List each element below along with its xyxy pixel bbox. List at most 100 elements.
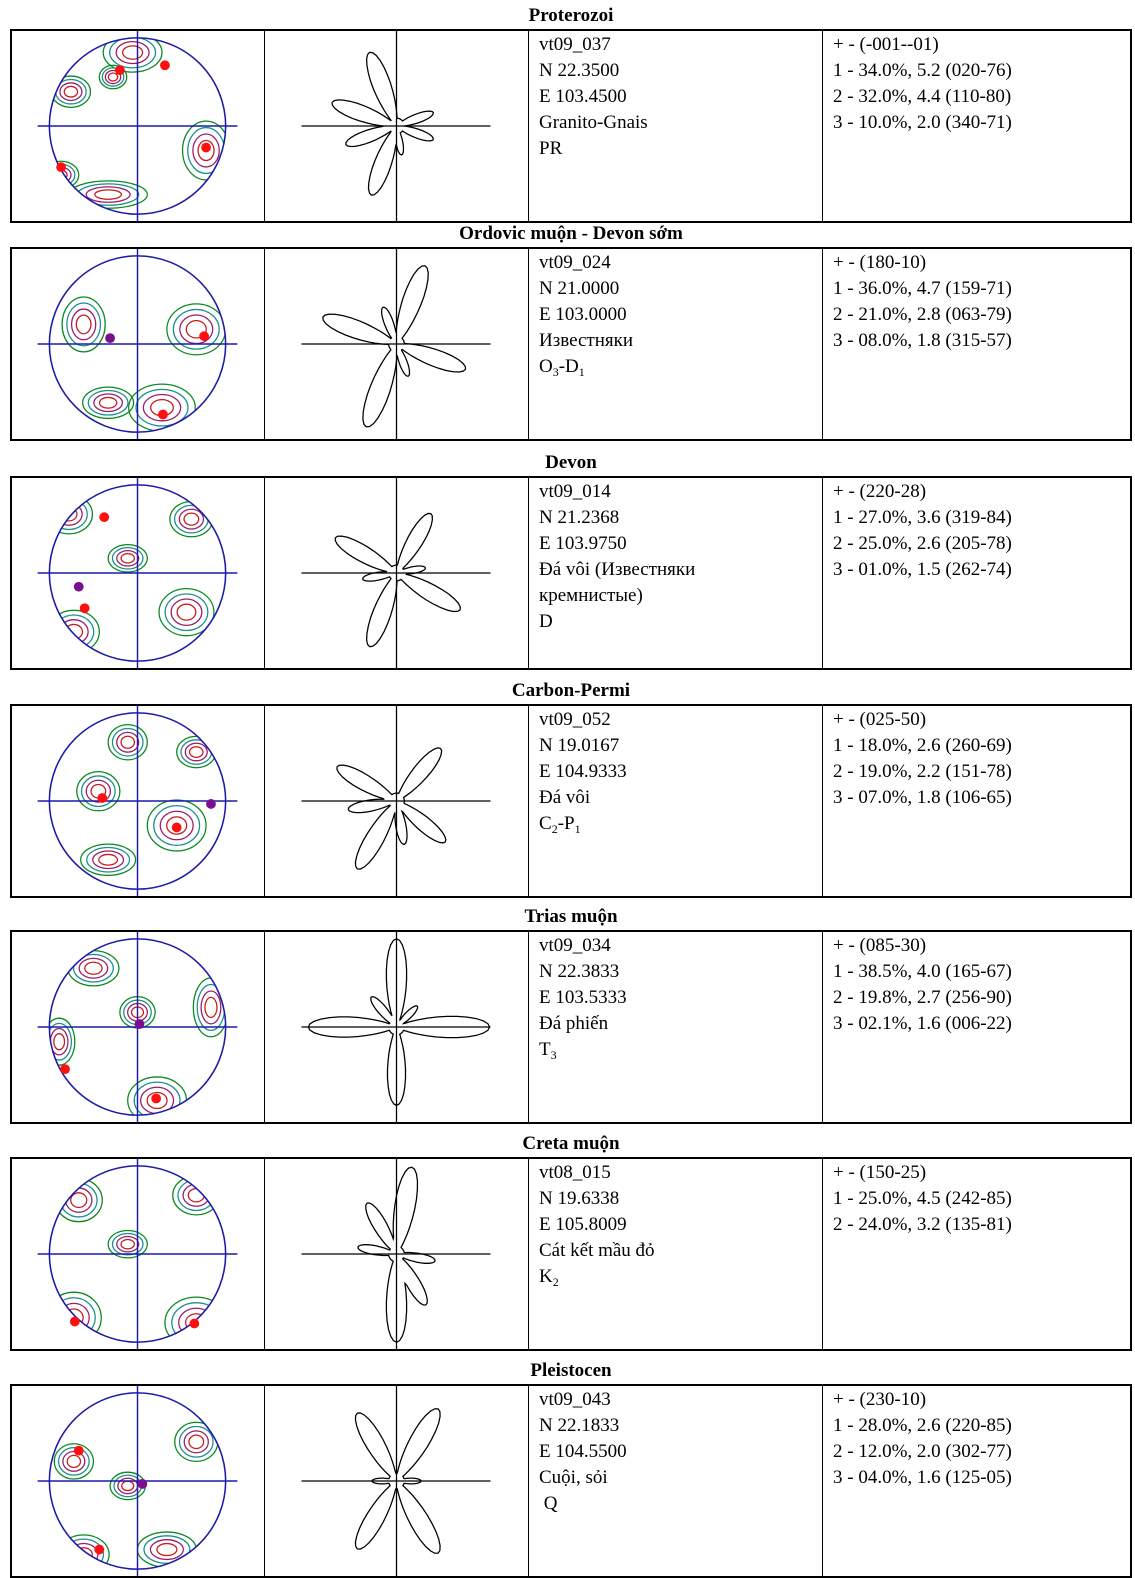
contour-line bbox=[146, 799, 207, 852]
rose-outline bbox=[331, 51, 434, 196]
contour-line bbox=[86, 846, 131, 873]
info-line: vt09_024 bbox=[539, 252, 611, 273]
contour-line bbox=[166, 816, 188, 835]
pole-point bbox=[94, 1544, 105, 1555]
age-base: C bbox=[539, 813, 552, 834]
contour-line bbox=[121, 1480, 135, 1492]
contour-line bbox=[63, 85, 79, 98]
stat-line: 1 - 25.0%, 4.5 (242-85) bbox=[833, 1188, 1012, 1209]
rose-cell bbox=[265, 478, 529, 668]
contour-line bbox=[128, 383, 196, 432]
rose-outline bbox=[354, 1408, 441, 1554]
info-line: E 103.9750 bbox=[539, 533, 627, 554]
age-base: K bbox=[539, 1266, 553, 1287]
contour-line bbox=[120, 1238, 136, 1250]
section-title: Trias muộn bbox=[524, 906, 618, 927]
contour-line bbox=[188, 1434, 205, 1450]
stat-line: + - (220-28) bbox=[833, 481, 927, 502]
rose-diagram bbox=[301, 249, 491, 439]
contour-line bbox=[158, 588, 215, 637]
age-sub-1: 2 bbox=[551, 822, 558, 836]
station-info: vt08_015 N 19.6338 E 105.8009 Cát kết mầu đ… bbox=[529, 1159, 823, 1349]
statistics: + - (180-10) 1 - 36.0%, 4.7 (159-71) 2 - 2… bbox=[823, 249, 1130, 439]
age-base: O bbox=[539, 356, 553, 377]
rose-cell bbox=[265, 932, 529, 1122]
contour-line bbox=[104, 69, 122, 85]
contour-line bbox=[153, 804, 201, 846]
rose-cell bbox=[265, 1386, 529, 1576]
section-0: Proterozoi vt09_037 N 22.3500 E 103.4500 Gra… bbox=[10, 3, 1132, 223]
stat-line: 1 - 34.0%, 5.2 (020-76) bbox=[833, 60, 1012, 81]
contour-line bbox=[170, 598, 203, 626]
contour-line bbox=[188, 746, 204, 758]
contour-line bbox=[67, 949, 120, 987]
stat-line: 2 - 19.0%, 2.2 (151-78) bbox=[833, 761, 1012, 782]
contour-line bbox=[197, 139, 215, 162]
contour-line bbox=[176, 603, 197, 621]
info-line: кремнистые) bbox=[539, 585, 643, 606]
section-5: Creta muộn vt08_015 N 19.6338 E 105.8009 Cát… bbox=[10, 1131, 1132, 1351]
contour-line bbox=[66, 1454, 82, 1469]
stat-line: 1 - 28.0%, 2.6 (220-85) bbox=[833, 1415, 1012, 1436]
contour-line bbox=[181, 120, 226, 181]
info-line: N 21.0000 bbox=[539, 278, 620, 299]
pole-point bbox=[137, 1479, 148, 1489]
age-label: K2 bbox=[539, 1264, 822, 1290]
contour-line bbox=[192, 133, 220, 168]
age-label: T3 bbox=[539, 1037, 822, 1063]
pole-point bbox=[79, 603, 90, 614]
age-sub-1: 3 bbox=[550, 1048, 557, 1062]
contour-line bbox=[66, 302, 102, 347]
rose-cell bbox=[265, 249, 529, 439]
contour-line bbox=[82, 386, 135, 420]
statistics: + - (025-50) 1 - 18.0%, 2.6 (260-69) 2 - 1… bbox=[823, 706, 1130, 896]
contour-line bbox=[80, 775, 116, 808]
contour-line bbox=[64, 1187, 93, 1213]
section-row: vt09_052 N 19.0167 E 104.9333 Đá vôi C2-P1 + … bbox=[10, 704, 1132, 898]
info-line: E 104.5500 bbox=[539, 1441, 627, 1462]
contour-line bbox=[93, 393, 124, 413]
contour-line bbox=[76, 770, 121, 812]
section-title: Ordovic muộn - Devon sớm bbox=[459, 223, 683, 244]
contour-line bbox=[55, 502, 83, 526]
stat-line: 2 - 21.0%, 2.8 (063-79) bbox=[833, 304, 1012, 325]
pole-point bbox=[99, 512, 110, 523]
stereonet-cell bbox=[12, 706, 265, 896]
contour-line bbox=[49, 494, 94, 535]
pole-point bbox=[60, 1064, 70, 1075]
info-line: vt09_037 bbox=[539, 34, 611, 55]
pole-point bbox=[134, 1019, 145, 1029]
rose-outline bbox=[307, 938, 491, 1107]
stat-line: 3 - 01.0%, 1.5 (262-74) bbox=[833, 559, 1012, 580]
contour-line bbox=[107, 723, 148, 761]
section-title: Devon bbox=[545, 452, 597, 473]
section-title: Pleistocen bbox=[530, 1360, 612, 1381]
stat-line: + - (025-50) bbox=[833, 709, 927, 730]
section-2: Devon vt09_014 N 21.2368 E 103.9750 Đá vôi (… bbox=[10, 450, 1132, 670]
statistics: + - (085-30) 1 - 38.5%, 4.0 (165-67) 2 - 1… bbox=[823, 932, 1130, 1122]
contour-line bbox=[53, 1033, 66, 1051]
age-sub-1: 3 bbox=[552, 365, 559, 379]
contour-line bbox=[75, 314, 92, 335]
pole-point bbox=[114, 65, 125, 76]
info-line: vt09_034 bbox=[539, 935, 611, 956]
contour-line bbox=[84, 961, 103, 975]
stat-line: + - (230-10) bbox=[833, 1389, 927, 1410]
stereonet-plot bbox=[37, 1386, 238, 1576]
age-sub-2: 1 bbox=[578, 365, 585, 379]
contour-line bbox=[49, 609, 100, 654]
contour-line bbox=[49, 1022, 73, 1061]
contour-line bbox=[109, 37, 157, 69]
contour-line bbox=[204, 996, 218, 1019]
pole-point bbox=[171, 822, 182, 833]
contour-line bbox=[107, 72, 119, 82]
statistics: + - (220-28) 1 - 27.0%, 3.6 (319-84) 2 - 2… bbox=[823, 478, 1130, 668]
rose-diagram bbox=[301, 932, 491, 1122]
section-1: Ordovic muộn - Devon sớm vt09_024 N 21.000… bbox=[10, 221, 1132, 441]
contour-line bbox=[87, 389, 129, 416]
contour-line bbox=[187, 1187, 205, 1203]
rose-diagram bbox=[301, 1386, 491, 1576]
pole-point bbox=[160, 60, 170, 71]
section-title: Proterozoi bbox=[528, 5, 614, 26]
age-sub-1: 2 bbox=[552, 1275, 559, 1289]
